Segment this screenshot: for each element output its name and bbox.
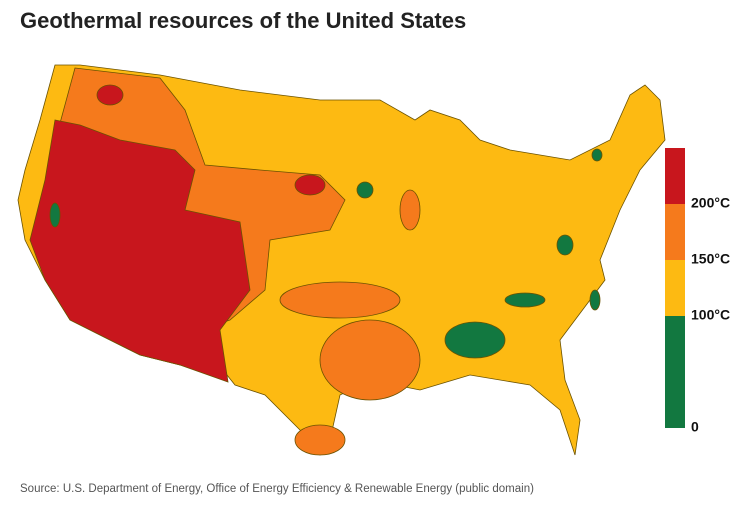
orange-zone [399,189,421,231]
green-zone [556,234,574,256]
legend: 0 100°C 150°C 200°C [665,148,730,435]
legend-label: 150°C [691,251,730,267]
green-zone [591,148,603,162]
red-zone [294,174,326,196]
red-zone [96,84,124,106]
green-zone [356,181,374,199]
legend-band [665,148,685,204]
red-zone [29,119,251,383]
legend-label: 0 [691,419,699,435]
green-zone [589,289,601,311]
legend-band [665,260,685,316]
green-zone [49,202,61,228]
legend-label: 100°C [691,307,730,323]
green-zone [444,321,506,359]
legend-label: 200°C [691,195,730,211]
title: Geothermal resources of the United State… [20,8,466,33]
legend-band [665,316,685,428]
orange-zone [294,424,346,456]
legend-band [665,204,685,260]
orange-zone [319,319,421,401]
green-zone [504,292,546,308]
source: Source: U.S. Department of Energy, Offic… [20,483,534,495]
us-map [17,64,666,456]
orange-zone [279,281,401,319]
